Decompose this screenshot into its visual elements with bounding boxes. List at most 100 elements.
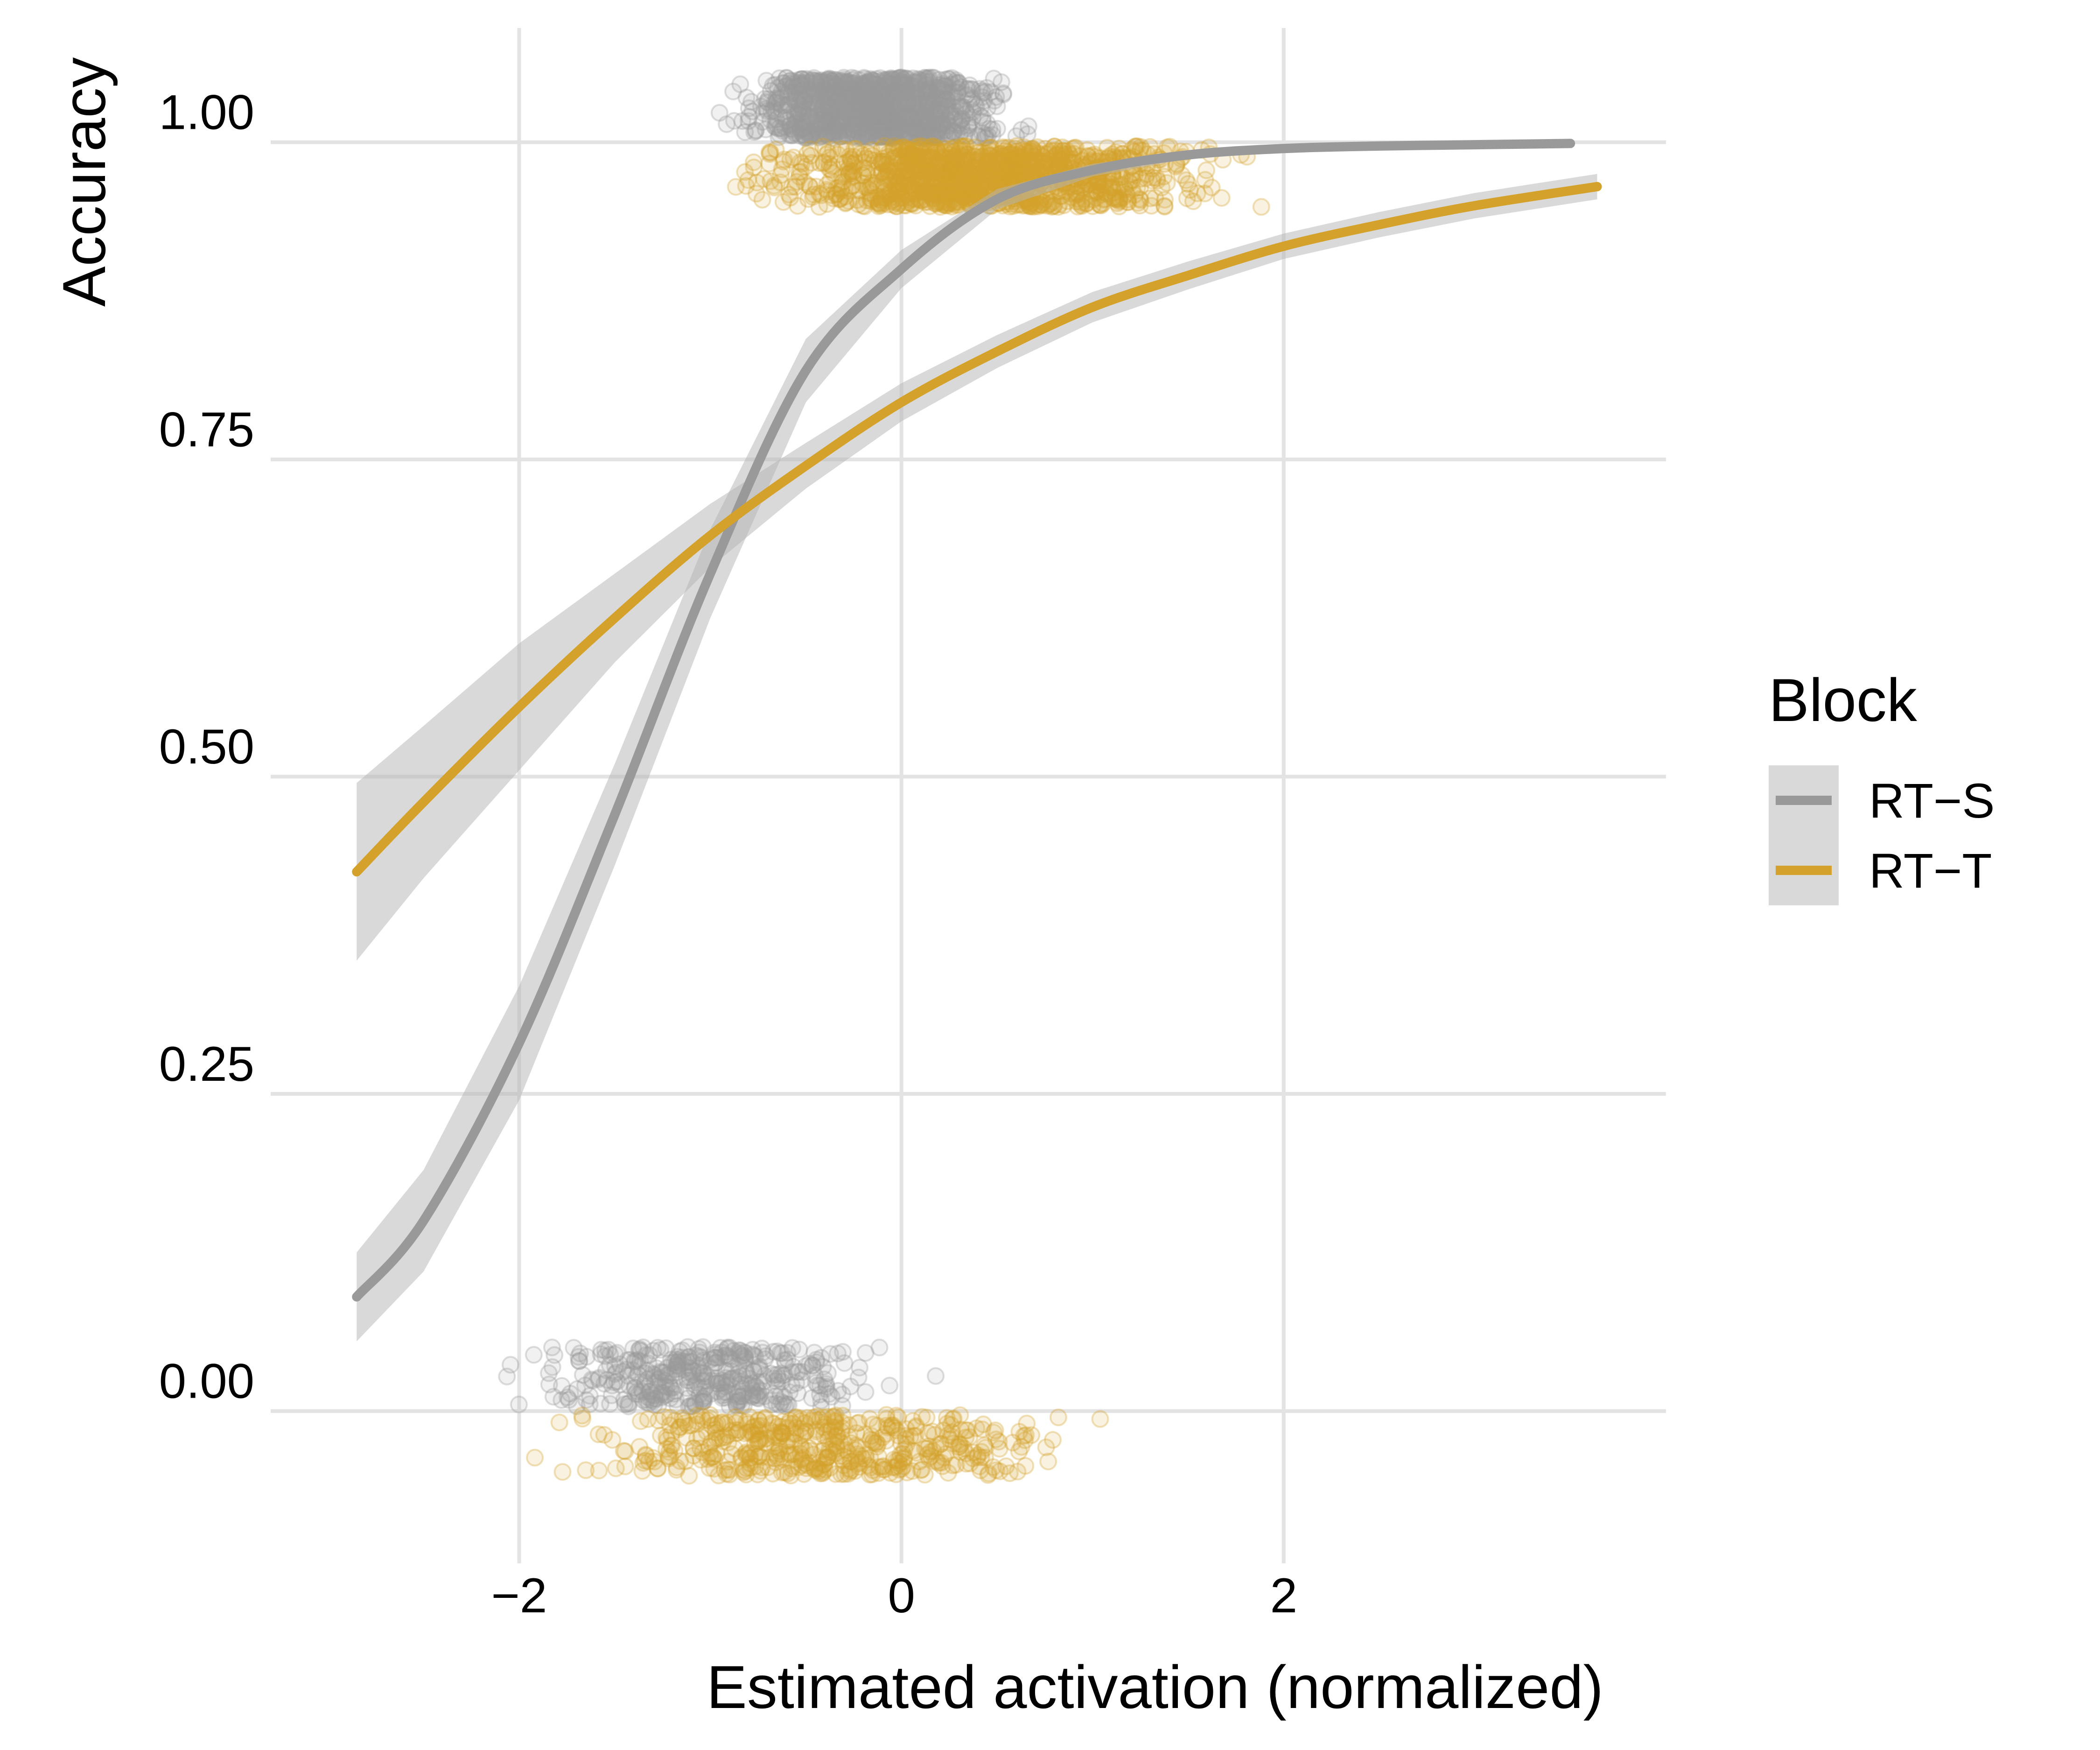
data-point [855,115,874,133]
data-point [889,125,907,143]
data-point [1068,184,1086,203]
data-point [837,73,855,91]
data-point [962,80,980,98]
data-point [707,1428,726,1447]
data-point [906,74,924,92]
data-point [887,105,905,123]
data-point [845,117,863,135]
data-point [573,1407,591,1425]
data-point [822,72,840,90]
data-point [832,104,850,122]
legend-title: Block [1769,666,1918,734]
data-point [909,89,927,107]
data-point [862,101,881,119]
data-point [875,83,893,101]
data-point [856,123,874,141]
data-point [838,87,856,105]
data-point [846,81,864,99]
data-point [868,128,886,146]
data-point [918,83,936,101]
data-point [819,1449,837,1467]
data-point [795,102,813,120]
data-point [851,92,869,111]
data-point [892,95,910,113]
data-point [931,118,949,136]
data-point [971,106,989,125]
data-point [861,96,879,114]
data-point [803,121,821,140]
data-point [810,78,828,96]
data-point [788,92,806,110]
data-point [857,124,875,142]
data-point [868,105,886,123]
data-point [835,73,853,91]
data-point [906,124,924,142]
data-point [923,123,941,141]
data-point [819,70,837,89]
data-point [857,77,875,95]
data-point [814,97,833,115]
data-point [912,83,931,101]
data-point [776,118,794,136]
data-point [858,96,876,114]
data-point [973,109,992,127]
data-point [550,1414,568,1432]
data-point [803,94,821,112]
data-point [774,193,792,211]
data-point [884,90,902,108]
data-point [851,118,869,136]
data-point [828,112,847,131]
data-point [918,104,937,122]
data-point [909,97,927,115]
data-point [864,71,882,90]
data-point [828,92,847,110]
data-point [871,117,889,135]
data-point [925,127,943,146]
data-point [740,108,758,126]
data-point [827,121,845,140]
data-point [936,105,954,123]
data-point [847,126,865,145]
data-point [879,95,897,113]
data-point [957,87,975,105]
data-point [844,87,862,105]
data-point [876,91,895,109]
data-point [856,70,874,88]
data-point [832,1465,850,1483]
data-point [1039,152,1057,170]
data-point [861,1410,879,1428]
data-point [807,72,825,91]
data-point [859,86,877,104]
data-point [871,87,889,105]
data-point [896,126,914,144]
data-point [848,122,867,140]
data-point [838,125,856,143]
data-point [835,121,853,140]
data-point [918,118,936,136]
data-point [904,85,922,103]
data-point [826,89,844,107]
data-point [879,74,897,92]
data-point [891,72,910,90]
data-point [861,1431,880,1449]
data-point [822,87,840,105]
data-point [862,98,881,117]
data-point [568,1380,587,1398]
data-point [833,81,851,99]
data-point [901,108,919,126]
data-point [859,124,877,142]
data-point [813,113,831,132]
data-point [869,120,887,138]
data-point [895,112,913,130]
data-point [812,91,830,109]
data-point [838,111,856,129]
data-point [816,109,834,127]
data-point [939,1464,957,1482]
data-point [930,98,948,117]
x-axis-title: Estimated activation (normalized) [707,1653,1603,1721]
data-point [903,79,921,98]
data-point [927,1367,945,1385]
data-point [876,100,894,118]
data-point [897,1435,916,1453]
data-point [921,115,939,133]
